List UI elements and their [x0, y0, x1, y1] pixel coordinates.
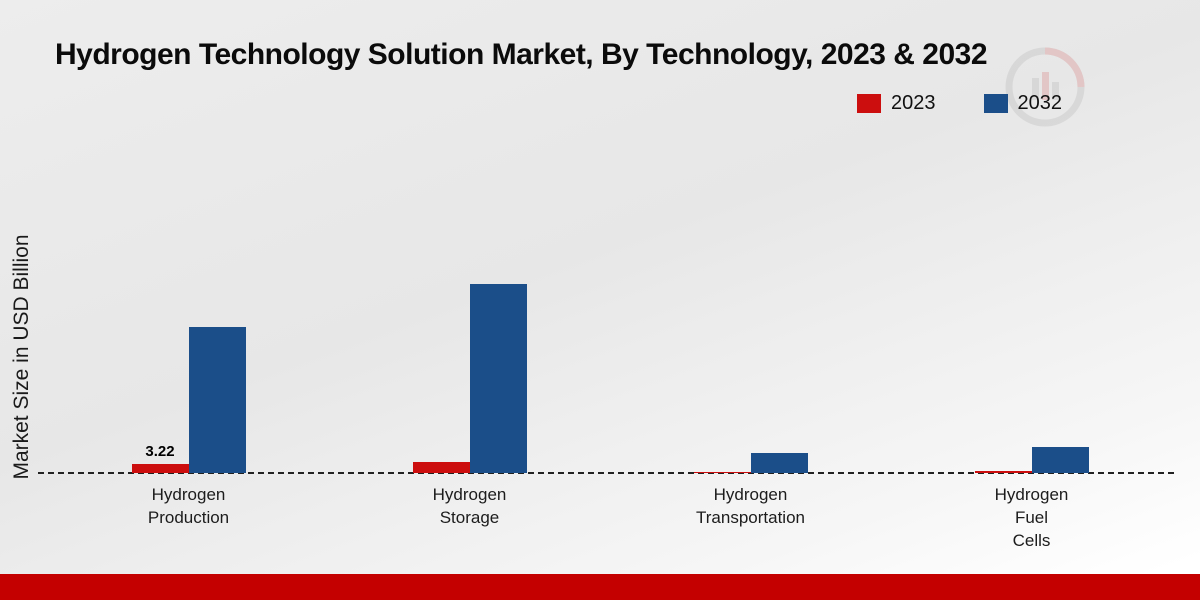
bar-group: 3.22 Hydrogen Production — [48, 193, 329, 553]
legend: 2023 2032 — [857, 92, 1062, 115]
legend-item-2032: 2032 — [983, 92, 1063, 115]
bar-groups: 3.22 Hydrogen Production Hydrogen Storage Hyd… — [48, 193, 1172, 553]
bars: 3.22 — [131, 193, 246, 473]
category-label: Hydrogen Production — [147, 485, 230, 527]
bar-2023-hydrogen-fuel-cells — [974, 471, 1032, 473]
bar-2032-hydrogen-transportation — [750, 452, 808, 473]
bar-2023-hydrogen-production: 3.22 — [131, 443, 189, 473]
bars — [412, 193, 527, 473]
value-label: 3.22 — [145, 442, 175, 460]
bars — [693, 193, 808, 473]
category-label: Hydrogen Storage — [432, 485, 507, 527]
category-label: Hydrogen Transportation — [696, 485, 805, 527]
legend-label-2023: 2023 — [891, 92, 936, 114]
legend-label-2032: 2032 — [1017, 92, 1063, 114]
bar-2032-hydrogen-storage — [469, 284, 527, 473]
legend-swatch-2023 — [857, 94, 881, 113]
baseline — [38, 472, 1174, 474]
bar-group: Hydrogen Storage — [329, 193, 610, 553]
category-label: Hydrogen Fuel Cells — [994, 485, 1069, 550]
y-axis-label: Market Size in USD Billion — [10, 234, 33, 480]
legend-swatch-2032 — [983, 94, 1008, 113]
chart-title: Hydrogen Technology Solution Market, By … — [55, 38, 988, 71]
bar-2023-hydrogen-storage — [412, 461, 470, 473]
watermark-logo — [1005, 47, 1085, 127]
bars — [974, 193, 1089, 473]
footer-strip — [0, 574, 1200, 600]
bar-group: Hydrogen Fuel Cells — [891, 193, 1172, 553]
legend-item-2023: 2023 — [857, 92, 936, 115]
bar-2032-hydrogen-fuel-cells — [1031, 446, 1089, 473]
bar-2023-hydrogen-transportation — [693, 471, 751, 473]
bar-2032-hydrogen-production — [188, 327, 246, 473]
bar-group: Hydrogen Transportation — [610, 193, 891, 553]
plot-area: 3.22 Hydrogen Production Hydrogen Storage Hyd… — [38, 193, 1174, 553]
